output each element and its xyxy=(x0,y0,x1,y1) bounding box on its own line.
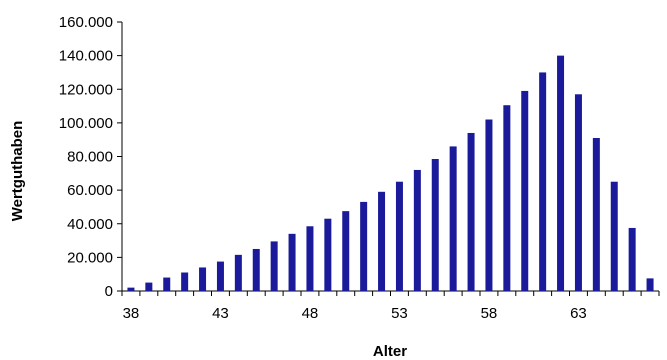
bar-40 xyxy=(163,277,171,291)
y-tick-label: 0 xyxy=(105,283,113,300)
bar-56 xyxy=(449,146,457,291)
y-tick-label: 80.000 xyxy=(67,149,113,166)
bars xyxy=(127,55,654,292)
y-tick-label: 120.000 xyxy=(59,81,113,98)
x-tick-label: 63 xyxy=(570,305,587,322)
y-tick-label: 100.000 xyxy=(59,115,113,132)
y-tick-label: 60.000 xyxy=(67,182,113,199)
x-tick-label: 48 xyxy=(302,305,319,322)
bar-60 xyxy=(521,90,529,292)
x-axis: 38 43 48 53 58 63 xyxy=(121,290,660,322)
bar-57 xyxy=(467,132,475,291)
bar-48 xyxy=(306,226,314,291)
y-tick-label: 40.000 xyxy=(67,216,113,233)
bar-41 xyxy=(181,272,189,291)
y-tick-label: 160.000 xyxy=(59,14,113,31)
bar-47 xyxy=(288,233,296,291)
bar-66 xyxy=(628,227,636,291)
y-axis: 0 20.000 40.000 60.000 80.000 100.000 120.000 1… xyxy=(59,14,123,300)
bar-38 xyxy=(127,287,135,291)
x-tick-label: 58 xyxy=(481,305,498,322)
bar-39 xyxy=(145,282,153,291)
bar-51 xyxy=(360,201,368,291)
bar-45 xyxy=(252,248,260,291)
bar-53 xyxy=(395,181,403,291)
y-axis-title: Wertguthaben xyxy=(9,121,26,222)
x-tick-label: 43 xyxy=(212,305,229,322)
bar-50 xyxy=(342,211,350,291)
x-axis-title: Alter xyxy=(373,343,407,360)
bar-43 xyxy=(216,261,224,291)
bar-59 xyxy=(503,105,511,291)
x-tick-label: 53 xyxy=(391,305,408,322)
bar-58 xyxy=(485,119,493,291)
bar-54 xyxy=(413,169,421,291)
bar-55 xyxy=(431,159,439,291)
bar-65 xyxy=(610,181,618,291)
bar-63 xyxy=(574,94,582,291)
bar-64 xyxy=(592,138,600,291)
bar-67 xyxy=(646,278,654,291)
bar-44 xyxy=(234,254,242,291)
y-tick-label: 20.000 xyxy=(67,249,113,266)
bar-46 xyxy=(270,241,278,291)
bar-49 xyxy=(324,218,332,291)
bar-61 xyxy=(539,72,547,291)
bar-62 xyxy=(557,55,565,291)
y-tick-label: 140.000 xyxy=(59,48,113,65)
bar-52 xyxy=(378,191,386,291)
bar-42 xyxy=(199,267,207,291)
x-tick-label: 38 xyxy=(123,305,140,322)
